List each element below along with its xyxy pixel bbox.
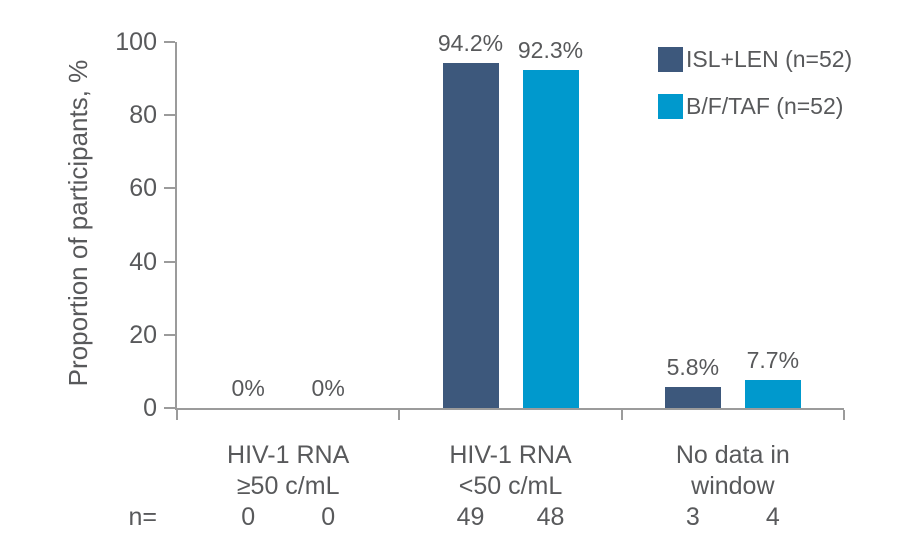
legend-label: ISL+LEN (n=52) bbox=[686, 45, 853, 72]
n-value: 0 bbox=[241, 503, 256, 531]
category-label: ≥50 c/mL bbox=[236, 472, 340, 500]
category-label: HIV-1 RNA bbox=[227, 441, 350, 469]
category-label: HIV-1 RNA bbox=[449, 441, 572, 469]
legend-swatch bbox=[658, 93, 683, 119]
y-tick-mark bbox=[164, 333, 175, 336]
bar-value-label: 92.3% bbox=[517, 37, 584, 64]
n-value: 49 bbox=[456, 503, 485, 531]
bar bbox=[442, 63, 499, 408]
bar-value-label: 7.7% bbox=[746, 346, 800, 373]
legend-item: B/F/TAF (n=52) bbox=[658, 93, 852, 119]
bar bbox=[664, 386, 721, 408]
bar-value-label: 0% bbox=[311, 375, 345, 401]
bar bbox=[744, 379, 801, 408]
y-tick-mark bbox=[164, 41, 175, 43]
x-axis-line bbox=[175, 408, 844, 410]
y-tick-label: 20 bbox=[129, 320, 157, 349]
y-tick-label: 0 bbox=[143, 394, 157, 422]
n-value: 4 bbox=[765, 503, 780, 531]
n-value: 3 bbox=[685, 503, 700, 531]
n-row-label: n= bbox=[128, 503, 157, 531]
category-label: window bbox=[691, 472, 775, 500]
legend: ISL+LEN (n=52) B/F/TAF (n=52) bbox=[658, 46, 852, 119]
bar-value-label: 5.8% bbox=[666, 353, 720, 380]
y-tick-label: 60 bbox=[129, 174, 157, 203]
y-tick-label: 100 bbox=[115, 28, 157, 56]
y-tick-mark bbox=[164, 114, 175, 117]
category-label: No data in bbox=[675, 441, 790, 469]
y-tick-mark bbox=[164, 187, 175, 190]
n-value: 48 bbox=[536, 503, 565, 531]
bar bbox=[522, 70, 579, 408]
y-tick-label: 40 bbox=[129, 247, 157, 276]
legend-item: ISL+LEN (n=52) bbox=[658, 46, 852, 72]
x-tick-mark bbox=[620, 410, 623, 420]
y-tick-label: 80 bbox=[129, 101, 157, 130]
x-tick-mark bbox=[176, 410, 178, 420]
bar-value-label: 94.2% bbox=[437, 30, 504, 57]
y-axis-line bbox=[175, 42, 177, 408]
category-label: <50 c/mL bbox=[458, 472, 563, 500]
y-tick-mark bbox=[164, 260, 175, 263]
n-value: 0 bbox=[321, 503, 336, 531]
x-tick-mark bbox=[843, 410, 845, 420]
bar-value-label: 0% bbox=[231, 375, 265, 401]
legend-label: B/F/TAF (n=52) bbox=[686, 92, 844, 119]
y-tick-mark bbox=[164, 407, 175, 409]
x-tick-mark bbox=[398, 410, 401, 420]
legend-swatch bbox=[658, 46, 683, 72]
